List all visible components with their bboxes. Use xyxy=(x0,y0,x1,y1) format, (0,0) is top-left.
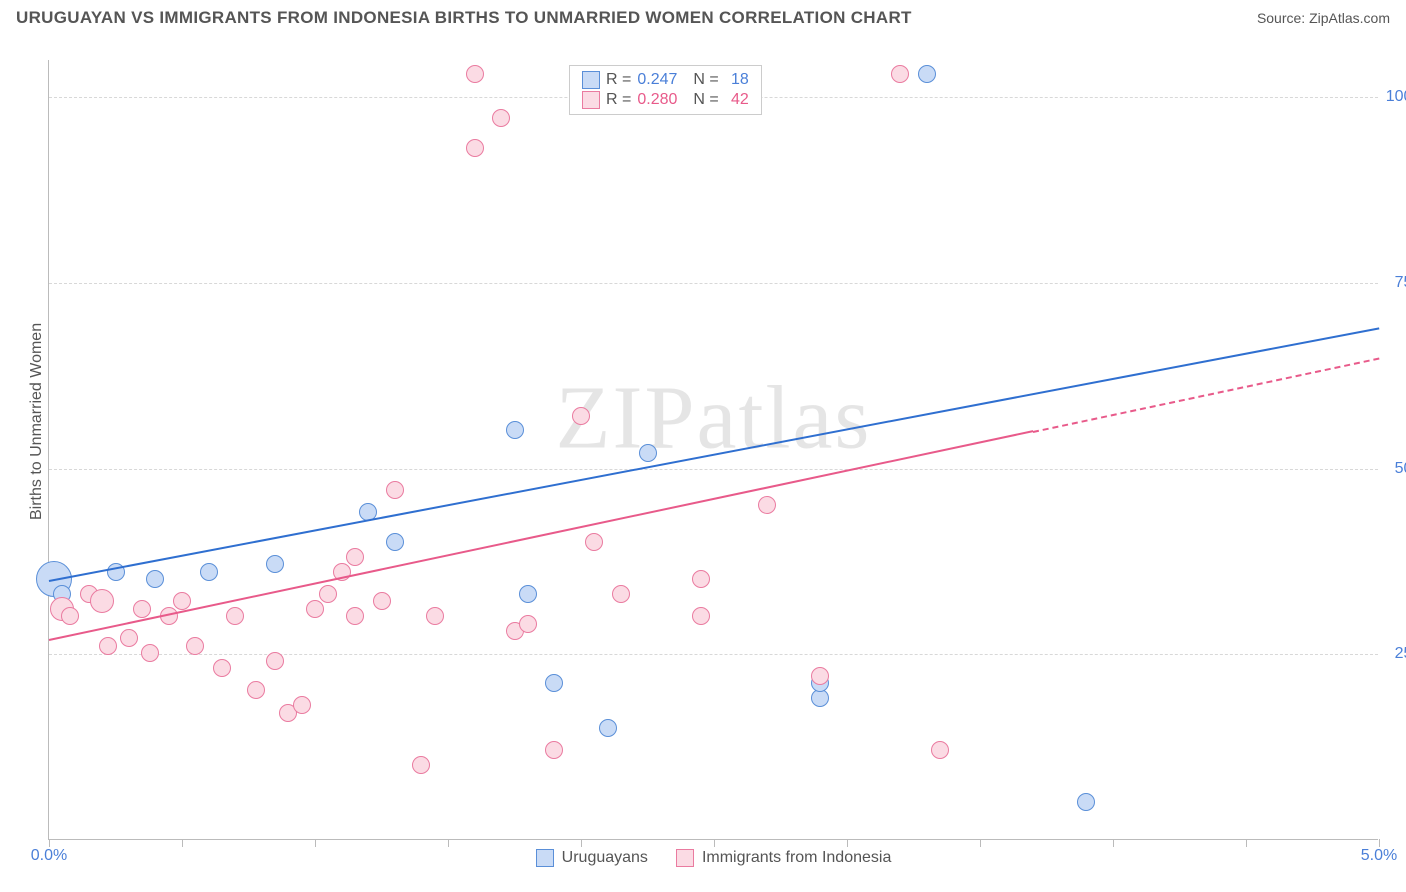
data-point xyxy=(146,570,164,588)
x-tick xyxy=(49,839,50,847)
data-point xyxy=(492,109,510,127)
data-point xyxy=(200,563,218,581)
gridline xyxy=(49,283,1378,284)
legend-n-label: N = xyxy=(693,91,718,109)
data-point xyxy=(811,667,829,685)
x-tick xyxy=(980,839,981,847)
scatter-chart: ZIPatlas 25.0%50.0%75.0%100.0%0.0%5.0%R … xyxy=(48,60,1378,840)
data-point xyxy=(373,592,391,610)
data-point xyxy=(90,589,114,613)
data-point xyxy=(61,607,79,625)
data-point xyxy=(918,65,936,83)
y-tick-label: 50.0% xyxy=(1395,460,1406,478)
data-point xyxy=(412,756,430,774)
legend-r-value: 0.247 xyxy=(637,71,677,89)
legend-item: Uruguayans xyxy=(536,849,648,867)
legend-r-label: R = xyxy=(606,71,631,89)
x-tick xyxy=(315,839,316,847)
data-point xyxy=(612,585,630,603)
data-point xyxy=(519,615,537,633)
x-tick xyxy=(1246,839,1247,847)
legend-row: R = 0.280 N = 42 xyxy=(582,90,749,110)
y-tick-label: 75.0% xyxy=(1395,274,1406,292)
data-point xyxy=(386,481,404,499)
data-point xyxy=(931,741,949,759)
legend-swatch xyxy=(582,71,600,89)
y-tick-label: 100.0% xyxy=(1386,88,1406,106)
legend-item: Immigrants from Indonesia xyxy=(676,849,891,867)
legend-swatch xyxy=(536,849,554,867)
data-point xyxy=(346,607,364,625)
source-label: Source: xyxy=(1257,10,1309,26)
legend-label: Uruguayans xyxy=(562,849,648,867)
data-point xyxy=(266,652,284,670)
chart-header: URUGUAYAN VS IMMIGRANTS FROM INDONESIA B… xyxy=(0,0,1406,38)
x-tick xyxy=(182,839,183,847)
legend-r-value: 0.280 xyxy=(637,91,677,109)
legend-row: R = 0.247 N = 18 xyxy=(582,70,749,90)
data-point xyxy=(319,585,337,603)
chart-source: Source: ZipAtlas.com xyxy=(1257,10,1390,26)
data-point xyxy=(426,607,444,625)
correlation-legend: R = 0.247 N = 18 R = 0.280 N = 42 xyxy=(569,65,762,115)
data-point xyxy=(599,719,617,737)
data-point xyxy=(386,533,404,551)
legend-n-value: 18 xyxy=(725,71,749,89)
data-point xyxy=(99,637,117,655)
y-axis-label: Births to Unmarried Women xyxy=(28,323,46,520)
data-point xyxy=(572,407,590,425)
data-point xyxy=(545,741,563,759)
data-point xyxy=(891,65,909,83)
x-tick xyxy=(581,839,582,847)
data-point xyxy=(141,644,159,662)
gridline xyxy=(49,469,1378,470)
y-tick-label: 25.0% xyxy=(1395,645,1406,663)
chart-title: URUGUAYAN VS IMMIGRANTS FROM INDONESIA B… xyxy=(16,8,912,28)
source-name: ZipAtlas.com xyxy=(1309,10,1390,26)
data-point xyxy=(346,548,364,566)
x-tick xyxy=(714,839,715,847)
data-point xyxy=(120,629,138,647)
x-tick xyxy=(448,839,449,847)
legend-n-label: N = xyxy=(693,71,718,89)
data-point xyxy=(692,570,710,588)
data-point xyxy=(133,600,151,618)
data-point xyxy=(247,681,265,699)
data-point xyxy=(226,607,244,625)
trend-line xyxy=(49,431,1034,642)
data-point xyxy=(639,444,657,462)
gridline xyxy=(49,654,1378,655)
legend-n-value: 42 xyxy=(725,91,749,109)
data-point xyxy=(506,421,524,439)
data-point xyxy=(213,659,231,677)
data-point xyxy=(293,696,311,714)
data-point xyxy=(306,600,324,618)
trend-line xyxy=(49,327,1379,582)
legend-swatch xyxy=(676,849,694,867)
data-point xyxy=(186,637,204,655)
data-point xyxy=(519,585,537,603)
data-point xyxy=(466,65,484,83)
x-tick xyxy=(847,839,848,847)
legend-swatch xyxy=(582,91,600,109)
data-point xyxy=(466,139,484,157)
data-point xyxy=(173,592,191,610)
data-point xyxy=(1077,793,1095,811)
data-point xyxy=(758,496,776,514)
x-tick xyxy=(1379,839,1380,847)
trend-line xyxy=(1033,357,1379,433)
legend-r-label: R = xyxy=(606,91,631,109)
legend-label: Immigrants from Indonesia xyxy=(702,849,891,867)
data-point xyxy=(266,555,284,573)
data-point xyxy=(545,674,563,692)
data-point xyxy=(692,607,710,625)
data-point xyxy=(585,533,603,551)
x-tick xyxy=(1113,839,1114,847)
series-legend: Uruguayans Immigrants from Indonesia xyxy=(49,849,1378,867)
